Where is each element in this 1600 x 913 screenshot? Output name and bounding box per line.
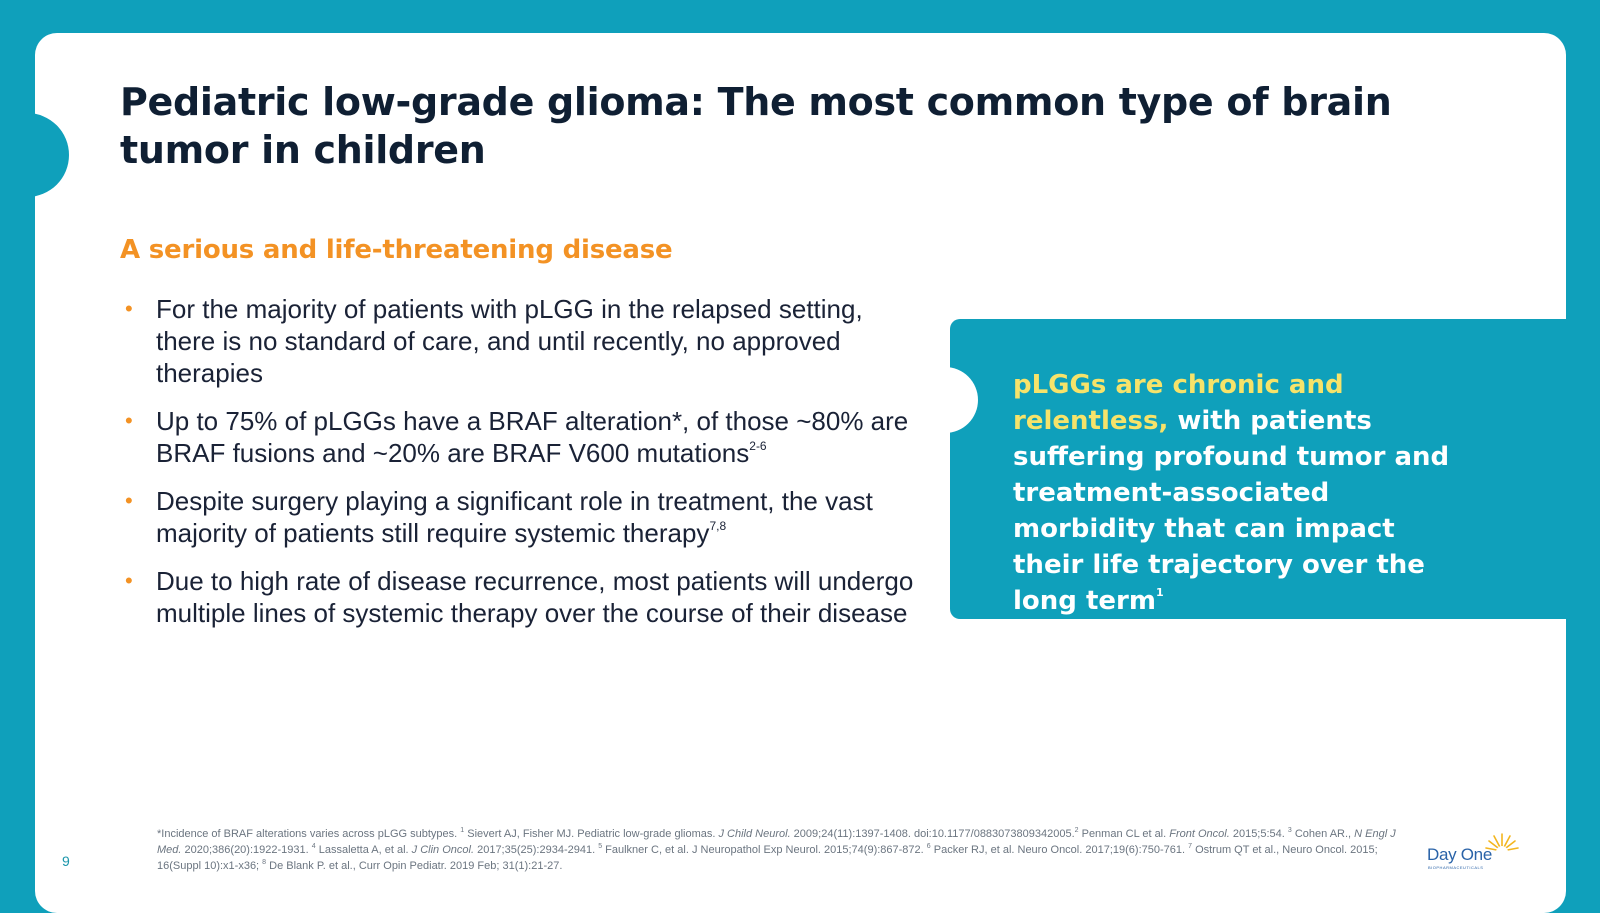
footnote-references: *Incidence of BRAF alterations varies ac… bbox=[157, 827, 1396, 872]
bullet-text: Due to high rate of disease recurrence, … bbox=[156, 566, 914, 628]
callout-box: pLGGs are chronic and relentless, with p… bbox=[922, 319, 1566, 619]
slide-title: Pediatric low-grade glioma: The most com… bbox=[120, 80, 1392, 172]
bullet-marker: • bbox=[125, 408, 133, 433]
bullet-reference: 7,8 bbox=[709, 519, 727, 533]
callout-reference: 1 bbox=[1155, 586, 1164, 599]
logo-wordmark: Day One bbox=[1427, 845, 1492, 864]
bullet-text: Despite surgery playing a significant ro… bbox=[156, 486, 873, 548]
callout-body: with patients suffering profound tumor a… bbox=[1013, 406, 1450, 616]
bullet-item: • For the majority of patients with pLGG… bbox=[120, 293, 920, 389]
left-notch-decoration bbox=[35, 113, 69, 197]
day-one-logo: Day One BIOPHARMACEUTICALS bbox=[1427, 831, 1527, 871]
bullet-item: • Despite surgery playing a significant … bbox=[120, 485, 920, 549]
sun-icon bbox=[1485, 833, 1519, 858]
slide-card: Pediatric low-grade glioma: The most com… bbox=[35, 33, 1566, 913]
section-subtitle: A serious and life-threatening disease bbox=[120, 235, 673, 265]
bullet-reference: 2-6 bbox=[749, 439, 767, 453]
bullet-marker: • bbox=[125, 568, 133, 593]
bullet-text: For the majority of patients with pLGG i… bbox=[156, 294, 863, 388]
bullet-list: • For the majority of patients with pLGG… bbox=[120, 293, 920, 645]
bullet-marker: • bbox=[125, 296, 133, 321]
page-number: 9 bbox=[62, 853, 70, 869]
bullet-text: Up to 75% of pLGGs have a BRAF alteratio… bbox=[156, 406, 909, 468]
logo-subtext: BIOPHARMACEUTICALS bbox=[1428, 865, 1484, 870]
bullet-marker: • bbox=[125, 488, 133, 513]
callout-text: pLGGs are chronic and relentless, with p… bbox=[1013, 367, 1463, 619]
callout-notch-decoration bbox=[922, 367, 978, 433]
bullet-item: • Up to 75% of pLGGs have a BRAF alterat… bbox=[120, 405, 920, 469]
callout-highlight: pLGGs are chronic and relentless, bbox=[1013, 370, 1344, 436]
bullet-item: • Due to high rate of disease recurrence… bbox=[120, 565, 920, 629]
